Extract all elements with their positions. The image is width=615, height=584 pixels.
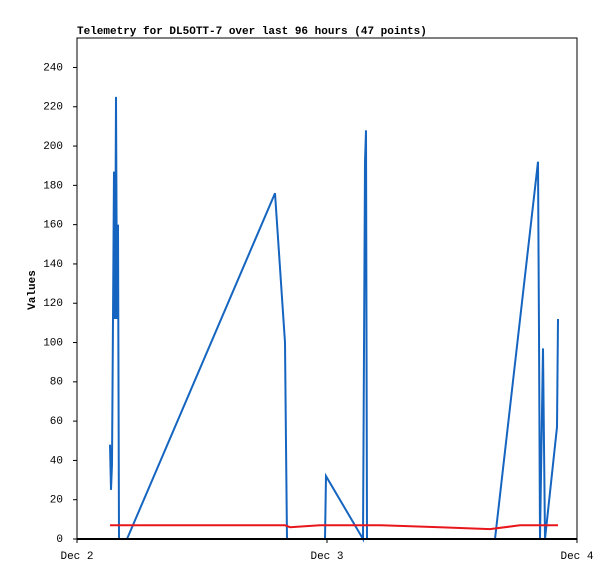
y-tick-label: 180 <box>43 180 63 192</box>
data-line <box>110 524 558 531</box>
y-tick-label: 220 <box>43 102 63 114</box>
y-tick-label: 240 <box>43 62 63 74</box>
y-tick-label: 40 <box>50 455 63 467</box>
y-axis-label: Values <box>27 270 39 310</box>
x-tick-label: Dec 3 <box>310 551 343 563</box>
y-tick-label: 0 <box>56 534 63 546</box>
chart-title: Telemetry for DL5OTT-7 over last 96 hour… <box>77 26 427 38</box>
y-tick-label: 120 <box>43 298 63 310</box>
y-tick-label: 160 <box>43 220 63 232</box>
y-tick-label: 80 <box>50 377 63 389</box>
y-tick-label: 140 <box>43 259 63 271</box>
y-tick-label: 60 <box>50 416 63 428</box>
y-tick-label: 100 <box>43 337 63 349</box>
data-line <box>109 96 559 543</box>
x-tick-label: Dec 4 <box>560 551 593 563</box>
y-tick-label: 20 <box>50 495 63 507</box>
y-tick-label: 200 <box>43 141 63 153</box>
plot-frame <box>76 37 578 540</box>
x-tick-label: Dec 2 <box>60 551 93 563</box>
